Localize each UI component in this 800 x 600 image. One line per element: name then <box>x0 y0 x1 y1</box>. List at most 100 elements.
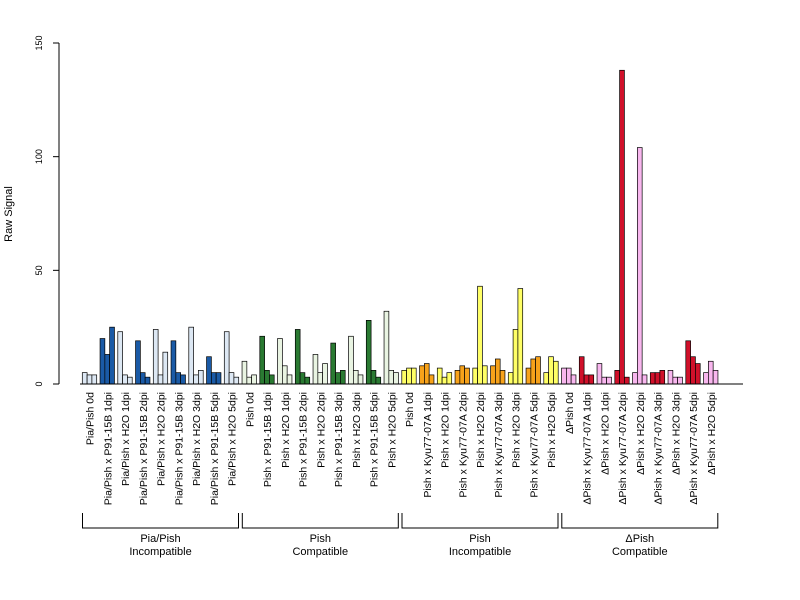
bar <box>477 285 483 385</box>
bar <box>127 376 133 385</box>
bar <box>641 374 648 385</box>
bar <box>428 374 435 385</box>
y-tick-label: 100 <box>34 149 44 164</box>
bar <box>596 363 603 385</box>
bar <box>140 372 146 385</box>
bar <box>135 340 141 385</box>
bar <box>441 376 448 385</box>
group-label-line2: Incompatible <box>449 546 511 558</box>
group-bracket <box>401 513 559 529</box>
bar <box>606 376 612 385</box>
x-tick-label: Pish x H2O 1dpi <box>440 392 452 468</box>
x-tick-label: Pish x H2O 5dpi <box>546 392 558 468</box>
bar <box>353 370 359 385</box>
bar <box>482 365 488 385</box>
bar <box>365 320 372 385</box>
x-tick-label: ΔPish x Kyu77-07A 2dpi <box>617 392 629 505</box>
bar <box>424 363 430 385</box>
x-tick-label: Pia/Pish x H2O 3dpi <box>191 392 203 486</box>
x-tick-label: Pia/Pish 0d <box>85 392 97 445</box>
group-brackets-layer: Pia/PishIncompatiblePishCompatiblePishIn… <box>82 513 719 558</box>
bar <box>565 367 572 385</box>
x-tick-label: Pish x H2O 3dpi <box>511 392 523 468</box>
bar <box>578 356 585 385</box>
bar <box>553 360 559 385</box>
bar <box>543 372 549 385</box>
bar <box>632 372 638 385</box>
bar <box>677 376 683 385</box>
bars-layer <box>81 69 719 385</box>
x-tick-label: Pish x H2O 5dpi <box>386 392 398 468</box>
bar <box>269 374 275 385</box>
x-tick-label: Pia/Pish x H2O 1dpi <box>120 392 132 486</box>
bar <box>512 329 519 385</box>
bar <box>122 374 128 385</box>
bar <box>490 365 496 385</box>
bar <box>375 376 382 385</box>
bar <box>507 372 514 385</box>
bar <box>649 372 656 385</box>
y-tick-label: 0 <box>34 381 44 386</box>
x-tick-label: ΔPish x H2O 3dpi <box>670 392 682 475</box>
x-tick-label: ΔPish x H2O 2dpi <box>635 392 647 475</box>
x-tick-label: Pia/Pish x P91-15B 2dpi <box>138 392 150 505</box>
group-bracket <box>241 513 399 529</box>
bar <box>215 372 222 385</box>
bar <box>264 370 270 385</box>
x-tick-label: Pish x Kyu77-07A 3dpi <box>493 392 505 498</box>
bar <box>525 367 532 385</box>
group-label-line2: Compatible <box>292 546 348 558</box>
bar <box>117 331 123 385</box>
bar <box>419 365 425 385</box>
x-tick-label: Pish x Kyu77-07A 2dpi <box>457 392 469 498</box>
bar <box>299 372 306 385</box>
bar <box>317 372 324 385</box>
bar <box>312 354 319 385</box>
bar <box>712 370 719 385</box>
bar <box>251 374 257 385</box>
bar <box>188 326 194 385</box>
bar <box>685 340 691 385</box>
bar <box>436 367 443 385</box>
bar <box>472 367 478 385</box>
x-tick-label: Pish x P91-15B 3dpi <box>333 392 345 487</box>
bar <box>282 365 288 385</box>
bar <box>548 356 554 385</box>
bar <box>211 372 217 385</box>
bar <box>357 374 364 385</box>
bar <box>104 354 110 385</box>
bar <box>459 365 466 385</box>
bar <box>144 376 151 385</box>
bar <box>246 376 253 385</box>
group-label-line2: Incompatible <box>129 546 191 558</box>
bar <box>393 372 399 385</box>
group-label-line1: Pish <box>469 533 490 545</box>
bar <box>517 288 524 385</box>
bar <box>157 374 164 385</box>
x-tick-label: ΔPish x Kyu77-07A 1dpi <box>582 392 594 505</box>
x-tick-label: Pia/Pish x H2O 2dpi <box>156 392 168 486</box>
x-tick-label: Pish x Kyu77-07A 1dpi <box>422 392 434 498</box>
y-tick-label: 50 <box>34 265 44 275</box>
bar <box>259 335 265 385</box>
bar <box>86 374 93 385</box>
x-tick-label: Pish x Kyu77-07A 5dpi <box>528 392 540 498</box>
x-tick-label: Pish 0d <box>244 392 256 427</box>
bar <box>454 370 461 385</box>
bar <box>464 367 470 385</box>
bar <box>535 356 541 385</box>
group-label-line1: Pish <box>310 533 331 545</box>
bar <box>330 342 336 385</box>
bar <box>654 372 661 385</box>
bar <box>499 370 506 385</box>
bar <box>411 367 417 385</box>
bar <box>180 374 186 385</box>
bar <box>175 372 182 385</box>
bar <box>530 358 536 385</box>
bar <box>193 374 199 385</box>
bar <box>601 376 607 385</box>
bar <box>406 367 412 385</box>
x-tick-label: ΔPish x H2O 5dpi <box>706 392 718 475</box>
bar <box>383 310 390 385</box>
